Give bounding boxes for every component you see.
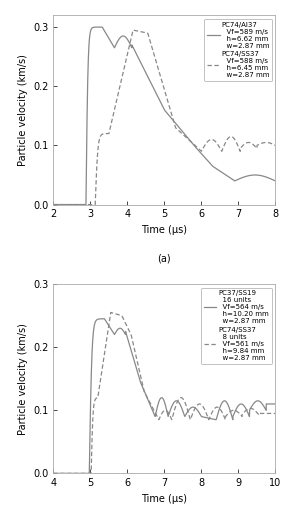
X-axis label: Time (μs): Time (μs) <box>141 494 187 504</box>
X-axis label: Time (μs): Time (μs) <box>141 225 187 235</box>
Y-axis label: Particle velocity (km/s): Particle velocity (km/s) <box>18 54 28 166</box>
Text: (a): (a) <box>158 253 171 263</box>
Legend: PC74/Al37
  Vf=589 m/s
  h=6.62 mm
  w=2.87 mm, PC74/SS37
  Vf=588 m/s
  h=6.45 : PC74/Al37 Vf=589 m/s h=6.62 mm w=2.87 mm… <box>204 19 272 81</box>
Y-axis label: Particle velocity (km/s): Particle velocity (km/s) <box>18 323 28 435</box>
Legend: PC37/SS19
  16 units
  Vf=564 m/s
  h=10.20 mm
  w=2.87 mm, PC74/SS37
  8 units
: PC37/SS19 16 units Vf=564 m/s h=10.20 mm… <box>201 288 272 364</box>
